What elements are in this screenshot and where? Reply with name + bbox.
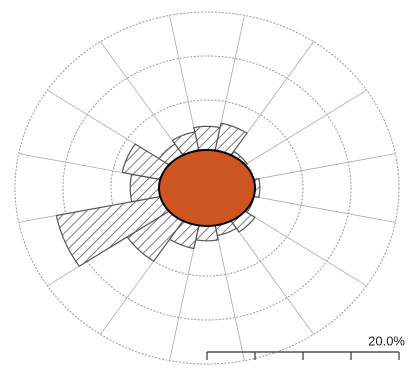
ring	[14, 11, 400, 365]
scale-label: 20.0%	[368, 333, 405, 348]
ring	[62, 55, 352, 321]
ring	[110, 99, 304, 277]
calm-circle	[158, 149, 256, 227]
